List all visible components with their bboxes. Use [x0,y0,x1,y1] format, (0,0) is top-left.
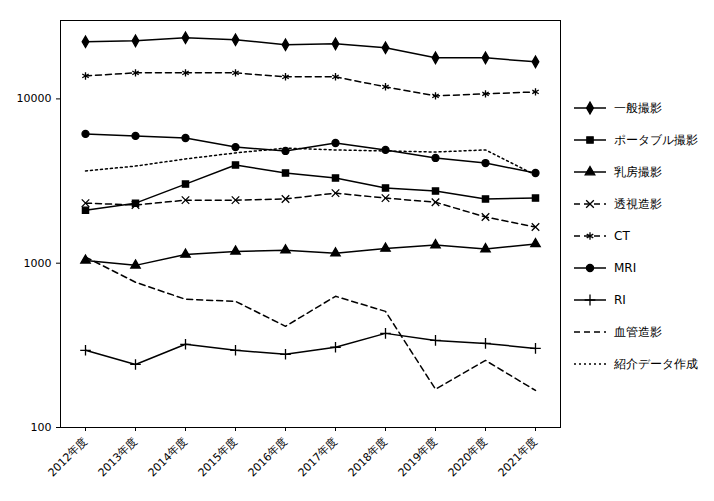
svg-text:2020年度: 2020年度 [446,435,491,480]
svg-text:2021年度: 2021年度 [496,435,541,480]
svg-text:1000: 1000 [24,257,52,270]
svg-text:2013年度: 2013年度 [96,435,141,480]
svg-text:2018年度: 2018年度 [346,435,391,480]
svg-text:10000: 10000 [17,92,52,105]
svg-text:2017年度: 2017年度 [296,435,341,480]
svg-text:2014年度: 2014年度 [146,435,191,480]
svg-text:2012年度: 2012年度 [46,435,91,480]
html-text:紹介データ作成: 紹介データ作成 [614,356,698,371]
html-text:透視造影: 透視造影 [614,196,662,211]
svg-text:2015年度: 2015年度 [196,435,241,480]
html-text:血管造影: 血管造影 [614,324,662,339]
svg-text:100: 100 [31,421,52,434]
html-text:一般撮影: 一般撮影 [614,100,662,115]
html-text:RI: RI [614,293,626,307]
html-text:ポータブル撮影: ポータブル撮影 [614,132,698,147]
html-text:MRI: MRI [614,261,637,275]
svg-text:2019年度: 2019年度 [396,435,441,480]
html-text:CT: CT [614,229,630,243]
svg-text:2016年度: 2016年度 [246,435,291,480]
html-text:乳房撮影: 乳房撮影 [614,164,662,179]
